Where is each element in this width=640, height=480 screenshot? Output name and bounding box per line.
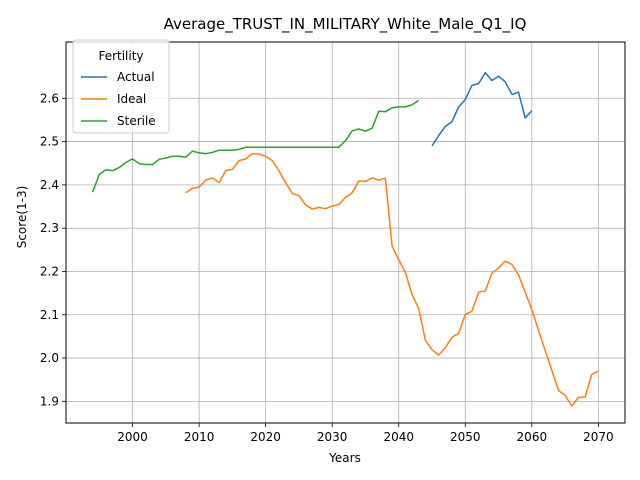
series-line-ideal (185, 152, 599, 407)
x-tick-label: 2050 (450, 430, 481, 444)
x-tick-label: 2070 (583, 430, 614, 444)
grid-lines (66, 42, 625, 423)
axis-ticks: 2000 2010 2020 2030 2040 2050 2060 2070 1.9 2.0 2.… (40, 91, 614, 444)
series-lines (91, 71, 599, 407)
legend-label-ideal: Ideal (117, 92, 146, 106)
y-tick-label: 2.2 (40, 264, 59, 278)
legend-label-sterile: Sterile (117, 114, 156, 128)
x-tick-label: 2010 (184, 430, 215, 444)
series-line-sterile (91, 99, 420, 193)
x-axis-label: Years (328, 451, 361, 465)
x-tick-label: 2020 (250, 430, 281, 444)
y-tick-label: 2.3 (40, 221, 59, 235)
legend: Fertility Actual Ideal Sterile (72, 39, 170, 134)
legend-label-actual: Actual (117, 70, 155, 84)
y-tick-label: 2.1 (40, 308, 59, 322)
series-line-actual (431, 71, 533, 147)
y-tick-label: 2.5 (40, 135, 59, 149)
y-axis-label: Score(1-3) (15, 186, 29, 249)
y-tick-label: 1.9 (40, 394, 59, 408)
y-tick-label: 2.4 (40, 178, 59, 192)
y-tick-label: 2.6 (40, 91, 59, 105)
x-tick-label: 2060 (517, 430, 548, 444)
x-tick-label: 2040 (383, 430, 414, 444)
chart-title: Average_TRUST_IN_MILITARY_White_Male_Q1_… (164, 15, 527, 34)
x-tick-label: 2000 (117, 430, 148, 444)
legend-box (72, 39, 170, 134)
legend-title: Fertility (98, 49, 143, 63)
y-tick-label: 2.0 (40, 351, 59, 365)
x-tick-label: 2030 (317, 430, 348, 444)
plot-area-frame (65, 41, 626, 424)
